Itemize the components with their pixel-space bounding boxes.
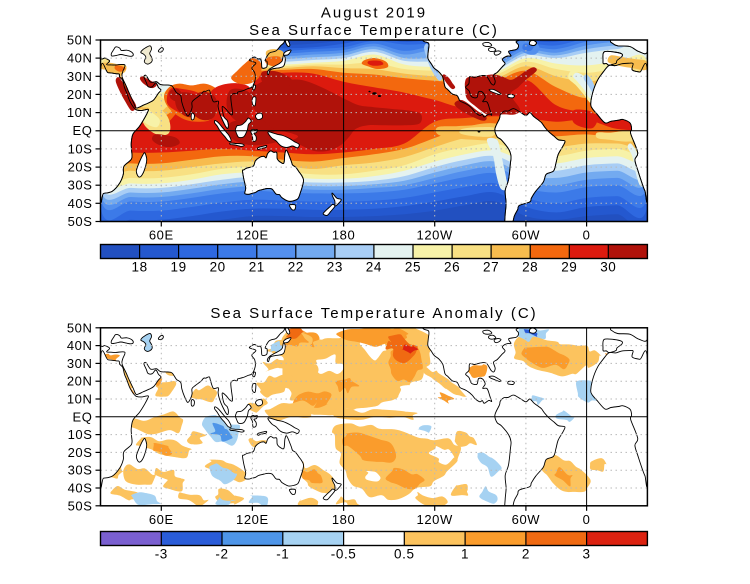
- svg-text:1: 1: [461, 547, 469, 562]
- svg-text:40N: 40N: [67, 338, 93, 353]
- svg-text:20: 20: [210, 260, 226, 275]
- svg-text:0: 0: [583, 512, 591, 527]
- svg-text:50N: 50N: [67, 320, 93, 335]
- svg-text:30S: 30S: [68, 178, 93, 193]
- svg-text:120W: 120W: [417, 228, 453, 243]
- svg-text:10S: 10S: [68, 427, 93, 442]
- svg-text:180: 180: [332, 512, 356, 527]
- svg-text:22: 22: [288, 260, 304, 275]
- svg-text:-3: -3: [155, 547, 168, 562]
- svg-text:20S: 20S: [68, 160, 93, 175]
- svg-text:27: 27: [483, 260, 499, 275]
- svg-text:30S: 30S: [68, 463, 93, 478]
- svg-text:2: 2: [522, 547, 530, 562]
- svg-text:60E: 60E: [149, 228, 174, 243]
- svg-text:30N: 30N: [67, 356, 93, 371]
- svg-text:August 2019: August 2019: [321, 5, 427, 22]
- svg-text:-0.5: -0.5: [331, 547, 357, 562]
- svg-text:24: 24: [366, 260, 382, 275]
- svg-text:20S: 20S: [68, 445, 93, 460]
- svg-text:0: 0: [583, 228, 591, 243]
- svg-text:40S: 40S: [68, 481, 93, 496]
- svg-text:50S: 50S: [68, 498, 93, 513]
- svg-text:29: 29: [561, 260, 577, 275]
- svg-text:18: 18: [131, 260, 147, 275]
- svg-text:20N: 20N: [67, 87, 93, 102]
- svg-text:10S: 10S: [68, 141, 93, 156]
- svg-text:40S: 40S: [68, 196, 93, 211]
- svg-text:180: 180: [332, 228, 356, 243]
- svg-text:Sea Surface Temperature Anomal: Sea Surface Temperature Anomaly (C): [210, 305, 537, 322]
- svg-text:60W: 60W: [512, 512, 541, 527]
- svg-text:30N: 30N: [67, 69, 93, 84]
- svg-text:10N: 10N: [67, 392, 93, 407]
- svg-text:EQ: EQ: [73, 123, 93, 138]
- svg-text:-2: -2: [215, 547, 228, 562]
- svg-text:25: 25: [405, 260, 421, 275]
- svg-text:60E: 60E: [149, 512, 174, 527]
- svg-text:28: 28: [522, 260, 538, 275]
- svg-text:10N: 10N: [67, 105, 93, 120]
- svg-text:0.5: 0.5: [394, 547, 415, 562]
- svg-text:120E: 120E: [236, 512, 269, 527]
- svg-text:EQ: EQ: [73, 409, 93, 424]
- svg-text:Sea Surface Temperature (C): Sea Surface Temperature (C): [249, 22, 499, 39]
- svg-text:3: 3: [583, 547, 591, 562]
- svg-text:19: 19: [170, 260, 186, 275]
- svg-text:26: 26: [444, 260, 460, 275]
- svg-text:50N: 50N: [67, 33, 93, 48]
- svg-text:-1: -1: [276, 547, 289, 562]
- svg-text:20N: 20N: [67, 374, 93, 389]
- svg-text:120W: 120W: [417, 512, 453, 527]
- svg-text:30: 30: [600, 260, 616, 275]
- svg-text:120E: 120E: [236, 228, 269, 243]
- svg-text:23: 23: [327, 260, 343, 275]
- svg-text:40N: 40N: [67, 51, 93, 66]
- svg-text:21: 21: [249, 260, 265, 275]
- svg-text:60W: 60W: [512, 228, 541, 243]
- svg-text:50S: 50S: [68, 214, 93, 229]
